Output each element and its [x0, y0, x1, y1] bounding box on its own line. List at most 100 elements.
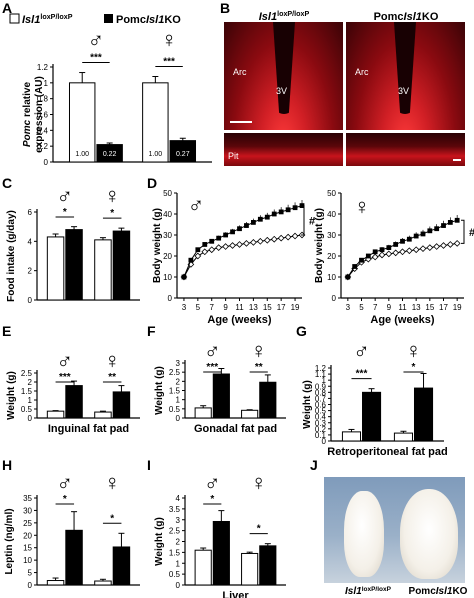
data-point-ko-D-female	[386, 245, 392, 250]
y-axis-label-part: Pomc	[22, 119, 33, 147]
bar-E-male-ko	[65, 385, 83, 419]
y-tick-label-I: 3	[176, 516, 181, 525]
panel-letter-J: J	[310, 457, 318, 473]
sex-symbol-female-D-female: ♀	[354, 194, 371, 219]
data-point-ctrl-D-male	[250, 238, 257, 246]
data-point-ctrl-D-female	[371, 253, 379, 261]
sig-stars-E: **	[108, 372, 116, 383]
sig-stars-F: ***	[206, 362, 218, 373]
y-tick-label-I: 0	[176, 581, 181, 590]
y-tick-label-C: 0	[28, 296, 33, 305]
value-label-A: 1.00	[75, 151, 89, 158]
value-label-A: 0.27	[176, 151, 190, 158]
bar-H-female-ko	[112, 546, 131, 586]
y-tick-label-F: 3	[176, 359, 181, 368]
y-axis-label-I: Weight (g)	[154, 517, 165, 566]
bar-C-female-ko	[112, 230, 131, 301]
y-tick-label-D-male: 20	[163, 252, 172, 261]
x-tick-label-D-male: 9	[223, 303, 228, 312]
y-tick-label-D-female: 20	[327, 252, 336, 261]
y-tick-label-F: 1	[176, 396, 181, 405]
sig-stars-C: *	[110, 208, 114, 219]
ko-mouse	[400, 489, 458, 579]
data-point-ctrl-D-female	[446, 241, 454, 248]
y-tick-label-G: 0.5	[315, 407, 327, 416]
data-point-ctrl-D-female	[399, 248, 406, 256]
y-tick-label-I: 0.5	[169, 570, 181, 579]
y-tick-label-A: 0.8	[37, 95, 49, 104]
sig-stars-A: ***	[90, 53, 102, 64]
data-point-ctrl-D-male	[215, 244, 223, 251]
bar-A-female-ctrl	[142, 82, 169, 163]
y-tick-label-D-male: 50	[163, 189, 172, 198]
sex-symbol-female-E: ♀	[104, 348, 121, 373]
sex-symbol-female-C: ♀	[104, 183, 121, 208]
sig-hash-D-male: #	[309, 215, 315, 227]
y-tick-label-C: 6	[28, 208, 33, 217]
y-tick-label-H: 10	[23, 556, 32, 565]
data-point-ctrl-D-female	[453, 240, 461, 247]
y-tick-label-G: 0.8	[315, 388, 327, 397]
data-point-ko-D-female	[447, 220, 453, 225]
sig-stars-I: *	[257, 524, 261, 535]
data-point-ctrl-D-female	[392, 249, 400, 257]
x-tick-label-D-female: 3	[346, 303, 351, 312]
arc-label: Arc	[233, 67, 247, 77]
legend-label-ko-part: Pomc	[116, 14, 146, 26]
panel-b-header-ko-part: Isl1	[404, 11, 422, 23]
sig-stars-I: *	[210, 494, 214, 505]
panel-letter-I: I	[147, 457, 151, 473]
sex-symbol-male-E: ♂	[57, 348, 74, 373]
data-point-ko-D-female	[400, 238, 405, 244]
bar-I-female-ko	[259, 545, 277, 586]
x-axis-label-G: Retroperitoneal fat pad	[327, 446, 447, 458]
sig-stars-C: *	[63, 207, 67, 218]
x-tick-label-D-female: 19	[453, 303, 462, 312]
y-tick-label-I: 3.5	[169, 505, 181, 514]
data-point-ko-D-male	[292, 205, 298, 211]
bar-F-female-ctrl	[241, 409, 259, 419]
bar-C-male-ko	[65, 229, 83, 301]
y-tick-label-F: 0.5	[169, 405, 181, 414]
bar-E-female-ko	[112, 391, 131, 419]
third-ventricle-shape	[273, 22, 295, 114]
y-tick-label-A: 0	[44, 158, 49, 167]
data-point-ko-D-male	[209, 238, 215, 244]
x-tick-label-D-male: 15	[263, 303, 272, 312]
panel-j-label-ctrl: Isl1loxP/loxP	[345, 586, 392, 598]
panel-b-header-ctrl-part: Isl1	[259, 11, 277, 23]
y-tick-label-E: 1.5	[21, 387, 33, 396]
data-point-ko-D-female	[420, 231, 426, 237]
y-tick-label-E: 0	[28, 414, 33, 423]
scale-bar	[453, 159, 461, 161]
y-tick-label-G: 0.2	[315, 425, 327, 434]
data-point-ko-D-female	[413, 233, 419, 239]
sig-bracket-D-female	[461, 219, 465, 244]
data-point-ctrl-D-male	[256, 237, 264, 245]
bar-C-male-ctrl	[46, 236, 65, 301]
y-tick-label-G: 0	[322, 437, 327, 446]
legend-label-ko: PomcIsl1KO	[116, 14, 181, 26]
data-point-ctrl-D-male	[243, 240, 250, 247]
y-tick-label-D-female: 50	[327, 189, 336, 198]
bar-H-male-ko	[65, 529, 83, 586]
sex-symbol-female-G: ♀	[405, 338, 422, 363]
y-tick-label-D-female: 0	[332, 294, 337, 303]
panel-letter-B: B	[220, 0, 230, 16]
x-axis-label-D-male: Age (weeks)	[207, 314, 272, 326]
x-tick-label-D-male: 11	[235, 303, 244, 312]
y-axis-label-H: Leptin (ng/ml)	[4, 508, 15, 574]
data-point-ko-D-male	[271, 211, 277, 217]
bar-G-female-ctrl	[393, 432, 413, 442]
sex-symbol-female-F: ♀	[250, 338, 267, 363]
x-tick-label-D-female: 5	[359, 303, 364, 312]
sex-symbol-male-D-male: ♂	[188, 192, 205, 217]
legend-swatch-ko	[104, 14, 113, 23]
data-point-ko-D-male	[216, 235, 222, 241]
panel-b-header-ko-part: KO	[422, 11, 439, 23]
y-axis-label-part: relative	[22, 82, 33, 120]
micrograph-ctrl-hypothalamus: Arc 3V	[224, 22, 343, 130]
data-point-ctrl-D-male	[222, 243, 229, 250]
y-tick-label-E: 0.5	[21, 405, 33, 414]
y-axis-label-D-male: Body weight (g)	[152, 208, 163, 283]
